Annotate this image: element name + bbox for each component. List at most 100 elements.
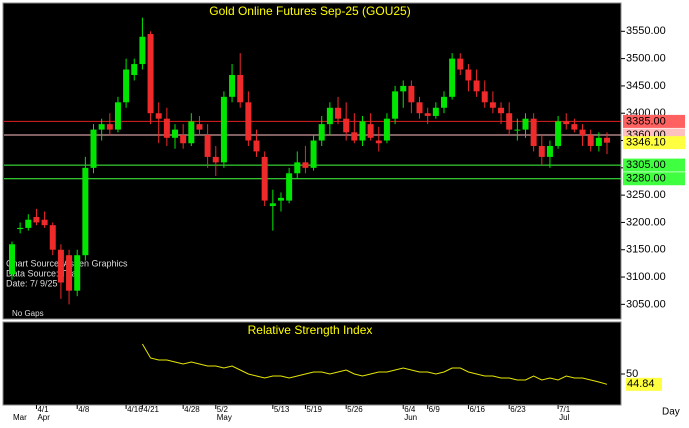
y-tick-label: 3200.00 [626,216,666,228]
candle-body [489,102,496,108]
candle-body [546,145,553,157]
candle-body [587,135,594,146]
candle-body [416,102,423,114]
candle-body [90,129,97,168]
candle-body [530,118,537,146]
candle-body [514,129,521,131]
candle-body [498,107,505,114]
annotation: Data Source: Thai [6,268,78,278]
candle-body [286,173,293,201]
candle-body [147,34,154,114]
y-tick-label: 3500.00 [626,53,666,65]
y-tick-label: 50 [626,368,638,380]
candle-body [188,121,195,144]
y-tick-label: 3250.00 [626,189,666,201]
x-tick-label: 6/9 [429,405,441,414]
candle-body [294,162,301,174]
level-label: 3280.00 [626,173,666,185]
month-label: May [217,413,232,422]
candle-body [563,121,570,125]
candle-body [424,113,431,116]
candle-body [98,124,105,130]
x-tick-label: 4/16 [127,405,143,414]
month-label: Jun [404,413,417,422]
level-label: 3385.00 [626,115,666,127]
candle-body [400,85,407,92]
x-tick-label: 5/19 [306,405,322,414]
candle-body [473,80,480,92]
candle-body [155,113,162,119]
candle-body [392,91,399,119]
x-tick-label: 5/2 [217,405,229,414]
candle-body [449,58,456,97]
candle-body [595,137,602,146]
x-tick-label: 4/8 [78,405,90,414]
candle-body [522,118,529,130]
y-tick-label: 3050.00 [626,298,666,310]
month-label: Jul [559,413,569,422]
candle-body [106,124,113,130]
candle-body [367,124,374,138]
candle-body [383,118,390,141]
candle-body [335,107,342,119]
y-tick-label: 3150.00 [626,244,666,256]
last-rsi-label: 44.84 [627,378,655,390]
candle-body [25,219,32,228]
candle-body [253,140,260,152]
x-tick-label: 5/26 [347,405,363,414]
level-label: 3305.00 [626,159,666,171]
x-tick-label: 4/1 [37,405,49,414]
month-label: Mar [13,413,27,422]
candle-body [571,124,578,130]
candle-body [57,249,64,283]
last-price-label: 3346.10 [626,137,666,149]
x-tick-label: 6/23 [510,405,526,414]
annotation: Date: 7/ 9/25 [6,278,58,288]
candle-body [318,124,325,141]
candle-body [351,132,358,141]
candle-body [139,36,146,65]
candle-body [163,118,170,138]
candle-body [212,156,219,163]
candle-body [237,74,244,103]
candle-body [302,162,309,168]
last-price-bg [623,136,685,150]
candle-body [49,225,56,250]
candle-body [17,227,24,229]
candle-body [74,255,81,291]
candle-body [538,145,545,157]
candle-body [457,58,464,70]
candle-body [604,137,610,143]
x-tick-label: 6/4 [404,405,416,414]
month-label: Apr [37,413,50,422]
chart-title: Gold Online Futures Sep-25 (GOU25) [209,4,410,18]
annotation: No Gaps [12,309,44,318]
level-label-bg [623,114,685,128]
candle-body [245,102,252,141]
candle-body [506,113,513,130]
y-tick-label: 3100.00 [626,271,666,283]
candle-body [432,107,439,116]
x-axis-label: Day [662,407,680,418]
candle-body [440,96,447,108]
candle-body [41,219,48,226]
candle-body [123,69,130,103]
candle-body [220,96,227,163]
candle-body [82,167,89,256]
level-label-bg [623,172,685,186]
candle-body [261,156,268,201]
rsi-title: Relative Strength Index [248,323,373,337]
candle-body [408,85,415,103]
candle-body [375,140,382,144]
y-tick-label: 3550.00 [626,25,666,37]
candle-body [481,91,488,103]
x-tick-label: 6/16 [469,405,485,414]
candle-body [204,135,211,157]
candle-body [229,74,236,97]
candle-body [114,102,121,130]
y-tick-label: 3450.00 [626,80,666,92]
candle-body [277,197,284,201]
candle-body [180,135,187,144]
candle-body [343,118,350,133]
